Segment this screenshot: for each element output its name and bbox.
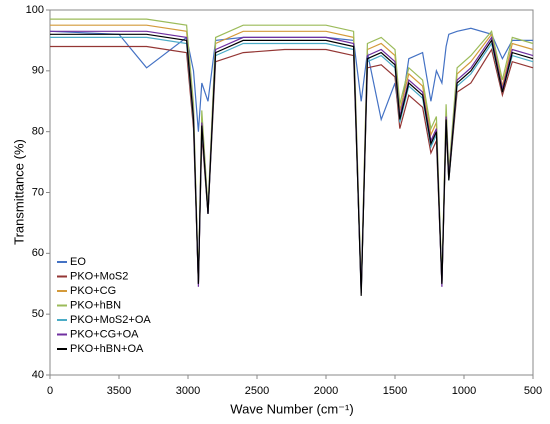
series-line	[50, 33, 534, 296]
y-tick-label: 80	[32, 126, 44, 138]
legend-label: PKO+hBN+OA	[70, 343, 144, 355]
x-tick-label: 2500	[245, 385, 269, 397]
series-line	[50, 30, 534, 293]
legend-label: PKO+CG+OA	[70, 328, 139, 340]
x-tick-label: 1500	[383, 385, 407, 397]
legend-label: PKO+CG	[70, 285, 116, 297]
y-tick-label: 90	[32, 65, 44, 77]
x-tick-label: 3000	[176, 385, 200, 397]
y-axis-label: Transmittance (%)	[11, 139, 26, 245]
y-tick-label: 60	[32, 247, 44, 259]
y-tick-label: 50	[32, 308, 44, 320]
x-tick-label: 3500	[107, 385, 131, 397]
x-tick-label: 2000	[314, 385, 338, 397]
x-axis-label: Wave Number (cm⁻¹)	[230, 401, 353, 416]
y-tick-label: 100	[26, 4, 44, 16]
legend-label: EO	[70, 256, 86, 268]
legend-label: PKO+MoS2+OA	[70, 314, 151, 326]
legend-label: PKO+MoS2	[70, 270, 128, 282]
series-line	[50, 36, 534, 293]
y-tick-label: 70	[32, 186, 44, 198]
series-line	[49, 27, 533, 132]
x-tick-label: 0	[47, 385, 53, 397]
series-line	[50, 18, 534, 287]
y-tick-label: 40	[32, 369, 44, 381]
legend-label: PKO+hBN	[70, 299, 121, 311]
x-tick-label: 500	[524, 385, 542, 397]
x-tick-label: 1000	[452, 385, 476, 397]
